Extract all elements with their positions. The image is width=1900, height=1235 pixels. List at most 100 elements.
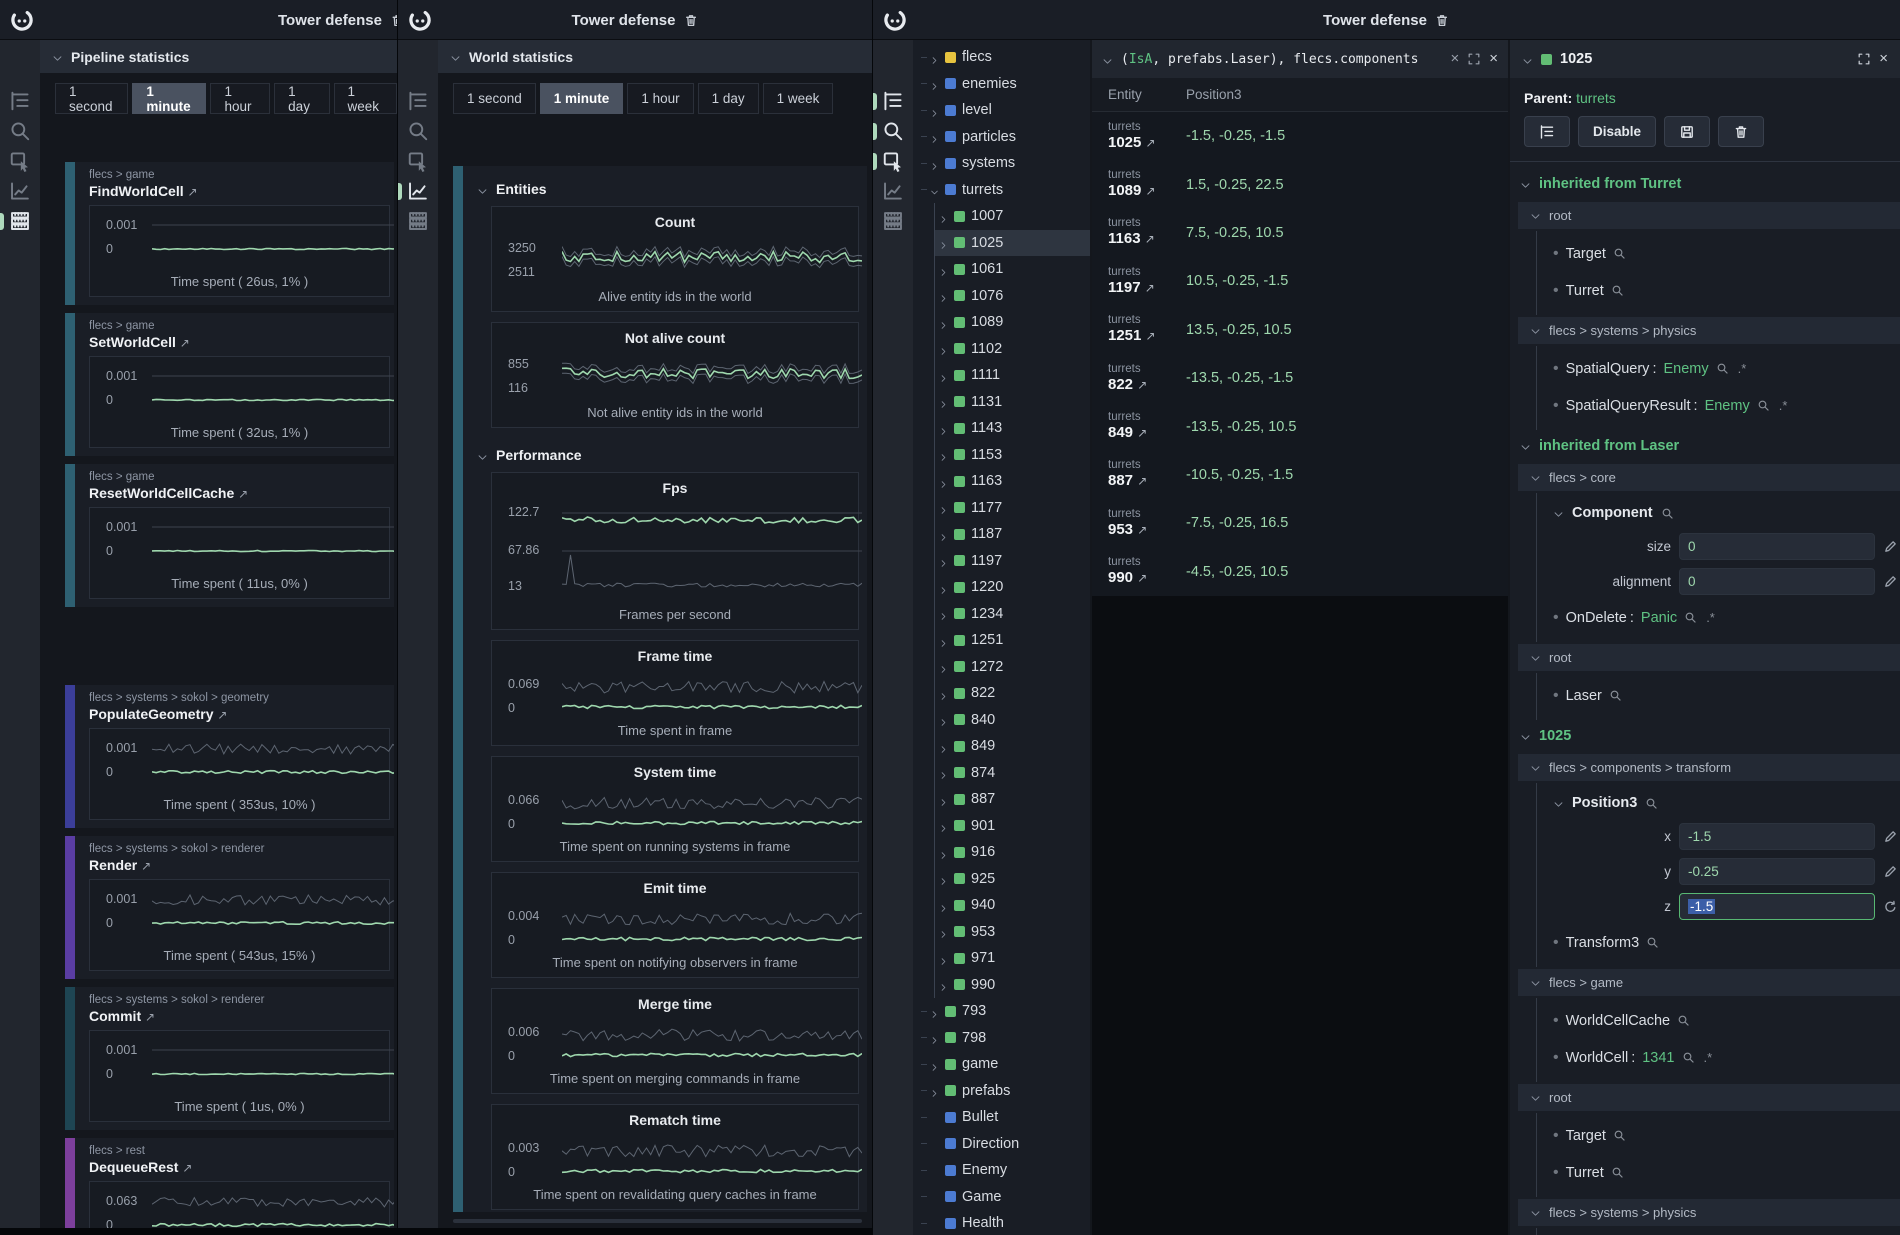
- edit-pencil-icon[interactable]: [1883, 829, 1898, 844]
- tree-item-840[interactable]: 840: [935, 707, 1090, 734]
- tree-item-systems[interactable]: systems: [913, 150, 1090, 177]
- titlebar[interactable]: Tower defense: [398, 0, 872, 40]
- search-icon[interactable]: [1757, 399, 1770, 412]
- tree-item-849[interactable]: 849: [935, 733, 1090, 760]
- item-value-link[interactable]: Enemy: [1704, 397, 1750, 414]
- open-link-icon[interactable]: ↗: [145, 1010, 156, 1024]
- edit-pencil-icon[interactable]: [1883, 539, 1898, 554]
- query-row-1025[interactable]: turrets 1025 ↗ -1.5, -0.25, -1.5: [1092, 112, 1508, 160]
- save-button[interactable]: [1664, 116, 1711, 147]
- chevron-right-icon[interactable]: [939, 238, 948, 249]
- component-section-bar[interactable]: flecs > components > transform: [1518, 754, 1900, 781]
- search-icon[interactable]: [1613, 247, 1626, 260]
- titlebar[interactable]: Tower defense: [873, 0, 1900, 40]
- chevron-right-icon[interactable]: [930, 1007, 939, 1018]
- open-link-icon[interactable]: ↗: [1144, 280, 1155, 295]
- tree-item-971[interactable]: 971: [935, 945, 1090, 972]
- chevron-right-icon[interactable]: [939, 397, 948, 408]
- parent-link[interactable]: turrets: [1576, 90, 1616, 106]
- chevron-right-icon[interactable]: [939, 477, 948, 488]
- chart-icon[interactable]: [882, 180, 904, 202]
- chevron-right-icon[interactable]: [939, 424, 948, 435]
- titlebar[interactable]: Tower defense: [0, 0, 397, 40]
- tree-icon[interactable]: [882, 90, 904, 112]
- stats-icon[interactable]: [882, 210, 904, 232]
- component-section-bar[interactable]: flecs > systems > physics: [1518, 317, 1900, 344]
- open-link-icon[interactable]: ↗: [1145, 184, 1156, 199]
- chevron-right-icon[interactable]: [939, 715, 948, 726]
- tree-item-916[interactable]: 916: [935, 839, 1090, 866]
- chevron-right-icon[interactable]: [939, 450, 948, 461]
- search-icon[interactable]: [1645, 797, 1658, 810]
- chevron-right-icon[interactable]: [939, 503, 948, 514]
- component-section-bar[interactable]: root: [1518, 202, 1900, 229]
- tree-item-1061[interactable]: 1061: [935, 256, 1090, 283]
- inspector-group-header[interactable]: inherited from Turret: [1510, 168, 1900, 200]
- chevron-right-icon[interactable]: [930, 1033, 939, 1044]
- component-Component[interactable]: Component: [1553, 497, 1900, 529]
- chevron-right-icon[interactable]: [939, 874, 948, 885]
- close-icon[interactable]: ×: [1879, 50, 1888, 67]
- chevron-down-icon[interactable]: [1102, 54, 1113, 65]
- chevron-right-icon[interactable]: [939, 954, 948, 965]
- tab-1-day[interactable]: 1 day: [274, 83, 330, 114]
- component-Position3[interactable]: Position3: [1553, 787, 1900, 819]
- tree-item-Direction[interactable]: Direction: [913, 1131, 1090, 1158]
- tree-item-887[interactable]: 887: [935, 786, 1090, 813]
- select-icon[interactable]: [407, 150, 429, 172]
- chevron-right-icon[interactable]: [939, 848, 948, 859]
- chevron-right-icon[interactable]: [939, 927, 948, 938]
- chevron-right-icon[interactable]: [939, 609, 948, 620]
- tree-item-particles[interactable]: particles: [913, 124, 1090, 151]
- chevron-right-icon[interactable]: [939, 318, 948, 329]
- item-value-link[interactable]: Panic: [1640, 609, 1678, 626]
- field-input-alignment[interactable]: 0: [1679, 568, 1875, 595]
- chevron-right-icon[interactable]: [930, 53, 939, 64]
- open-link-icon[interactable]: ↗: [1144, 232, 1155, 247]
- tree-item-game[interactable]: game: [913, 1051, 1090, 1078]
- chevron-right-icon[interactable]: [939, 344, 948, 355]
- open-link-icon[interactable]: ↗: [187, 185, 198, 199]
- tree-item-level[interactable]: level: [913, 97, 1090, 124]
- item-value-link[interactable]: 1341: [1642, 1049, 1675, 1066]
- field-input-x[interactable]: -1.5: [1679, 823, 1875, 850]
- tab-1-hour[interactable]: 1 hour: [627, 83, 694, 114]
- tree-item-enemies[interactable]: enemies: [913, 71, 1090, 98]
- tree-item-798[interactable]: 798: [913, 1025, 1090, 1052]
- search-icon[interactable]: [1609, 689, 1622, 702]
- tree-item-turrets[interactable]: turrets: [913, 177, 1090, 204]
- component-section-bar[interactable]: flecs > core: [1518, 464, 1900, 491]
- chevron-right-icon[interactable]: [939, 768, 948, 779]
- field-input-z[interactable]: -1.5: [1679, 893, 1875, 920]
- select-icon[interactable]: [9, 150, 31, 172]
- open-link-icon[interactable]: ↗: [1137, 474, 1148, 489]
- chevron-down-icon[interactable]: [1522, 54, 1533, 65]
- tab-1-minute[interactable]: 1 minute: [539, 83, 624, 114]
- query-row-1163[interactable]: turrets 1163 ↗ 7.5, -0.25, 10.5: [1092, 209, 1508, 257]
- search-icon[interactable]: [1684, 611, 1697, 624]
- search-icon[interactable]: [9, 120, 31, 142]
- tree-item-1220[interactable]: 1220: [935, 574, 1090, 601]
- query-row-1251[interactable]: turrets 1251 ↗ 13.5, -0.25, 10.5: [1092, 306, 1508, 354]
- tab-1-hour[interactable]: 1 hour: [210, 83, 271, 114]
- tree-item-901[interactable]: 901: [935, 813, 1090, 840]
- chevron-right-icon[interactable]: [939, 556, 948, 567]
- search-icon[interactable]: [1682, 1051, 1695, 1064]
- tree-item-990[interactable]: 990: [935, 972, 1090, 999]
- open-link-icon[interactable]: ↗: [1145, 329, 1156, 344]
- tab-1-week[interactable]: 1 week: [762, 83, 834, 114]
- field-input-y[interactable]: -0.25: [1679, 858, 1875, 885]
- chart-icon[interactable]: [407, 180, 429, 202]
- tab-1-week[interactable]: 1 week: [333, 83, 397, 114]
- component-section-bar[interactable]: flecs > systems > physics: [1518, 1199, 1900, 1226]
- query-row-1089[interactable]: turrets 1089 ↗ 1.5, -0.25, 22.5: [1092, 160, 1508, 208]
- query-row-822[interactable]: turrets 822 ↗ -13.5, -0.25, -1.5: [1092, 354, 1508, 402]
- query-row-953[interactable]: turrets 953 ↗ -7.5, -0.25, 16.5: [1092, 499, 1508, 547]
- tree-item-874[interactable]: 874: [935, 760, 1090, 787]
- tree-icon[interactable]: [407, 90, 429, 112]
- search-icon[interactable]: [407, 120, 429, 142]
- stats-section-header[interactable]: Performance: [477, 438, 859, 472]
- open-link-icon[interactable]: ↗: [238, 487, 249, 501]
- tree-item-1187[interactable]: 1187: [935, 521, 1090, 548]
- tree-item-Bullet[interactable]: Bullet: [913, 1104, 1090, 1131]
